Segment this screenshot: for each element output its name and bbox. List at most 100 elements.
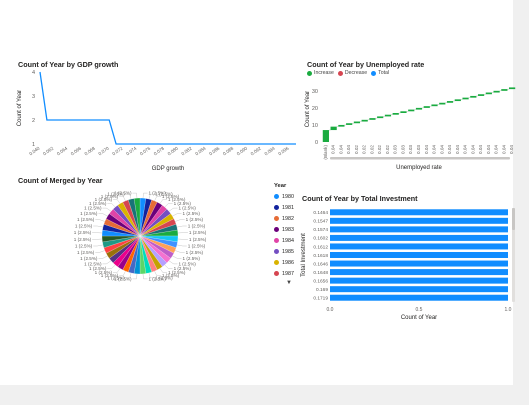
pie-leader-line [176,244,187,247]
invest-bar[interactable] [330,217,508,224]
pie-data-label: 1 (2.5%) [107,275,125,280]
gdp-x-tick-label: 0.070 [97,145,110,156]
pie-leader-line [164,264,173,269]
unemp-bar[interactable] [346,123,353,125]
unemp-bar[interactable] [392,113,399,115]
unemp-x-scrollbar[interactable] [330,157,510,160]
year-legend-item[interactable]: 1980 [274,191,302,202]
gdp-x-tick-label: 0.062 [42,145,55,156]
gdp-x-tick-label: 0.076 [139,145,152,156]
invest-bar[interactable] [330,252,508,258]
unemp-bar[interactable] [423,106,430,108]
unemp-bar[interactable] [353,121,361,124]
invest-scroll-thumb[interactable] [512,208,515,230]
year-legend-label: 1982 [282,215,294,222]
unemp-bar[interactable] [501,89,508,91]
unemp-bar[interactable] [485,92,492,95]
year-legend-label: 1980 [282,193,294,200]
pie-data-label: 1 (2.5%) [114,276,132,281]
unemp-bar[interactable] [439,102,446,105]
pie-leader-line [159,268,167,273]
unemp-chart-title: Count of Year by Unemployed rate [307,60,425,69]
invest-bar[interactable] [330,286,508,293]
legend-label[interactable]: Total [378,70,390,76]
invest-x-tick-label: 1.0 [505,307,512,313]
unemp-bar[interactable] [470,95,477,98]
unemp-bar[interactable] [377,116,384,119]
invest-bar[interactable] [330,209,508,216]
invest-scroll-track[interactable] [512,208,515,302]
merged-by-year-pie-chart[interactable]: 1 (2.5%)1 (2.5%)1 (2.5%)1 (2.5%)1 (2.5%)… [40,184,240,294]
invest-bar[interactable] [330,294,508,301]
legend-marker [274,260,279,265]
year-legend-item[interactable]: 1983 [274,224,302,235]
unemp-bar[interactable] [338,124,345,127]
pie-slice[interactable] [133,197,141,237]
unemp-bar[interactable] [509,87,516,90]
unemp-x-tick-label: 0.04 [331,145,336,154]
unemp-y-axis-label: Count of Year [305,91,311,127]
unemp-y-tick-label: 20 [312,106,318,112]
gdp-x-tick-label: 0.040 [28,145,41,156]
pie-data-label: 1 (2.5%) [89,201,107,206]
unemp-x-tick-label: 0.02 [385,145,390,154]
unemp-bar[interactable] [330,126,337,131]
invest-y-tick-label: 0.1464 [313,210,328,216]
legend-label[interactable]: Decrease [344,70,368,76]
unemp-bar[interactable] [415,107,423,110]
pie-leader-line [154,271,161,276]
legend-scroll-down-icon[interactable]: ▼ [286,280,292,286]
pie-leader-line [95,250,105,253]
year-legend-label: 1984 [282,237,294,244]
legend-marker [307,70,312,76]
year-legend-item[interactable]: 1986 [274,257,302,268]
year-legend-item[interactable]: 1982 [274,213,302,224]
year-legend-item[interactable]: 1987 [274,268,302,279]
invest-y-tick-label: 0.1648 [313,270,328,276]
invest-bar[interactable] [330,277,508,284]
invest-y-axis-label: Total Investment [301,233,307,277]
unemp-x-tick-label: 0.04 [439,145,444,154]
year-legend-item[interactable]: 1984 [274,235,302,246]
invest-bar[interactable] [330,269,508,276]
legend-marker [274,205,279,210]
legend-label[interactable]: Increase [314,70,334,76]
pie-data-label: 1 (2.5%) [95,270,113,275]
invest-bar[interactable] [330,226,508,233]
pie-data-label: 1 (2.5%) [183,256,201,261]
year-legend-item[interactable]: 1985 [274,246,302,257]
year-legend-item[interactable]: 1981 [274,202,302,213]
gdp-x-tick-label: 0.072 [111,145,124,156]
unemp-x-tick-label: 0.04 [455,145,460,154]
pie-leader-line [125,272,132,278]
unemp-bar[interactable] [384,114,392,117]
pie-leader-line [113,199,121,204]
unemp-bar[interactable] [431,104,438,107]
vertical-scrollbar[interactable] [513,0,529,405]
invest-bar[interactable] [330,243,508,250]
invest-bar[interactable] [330,260,508,267]
unemp-bar[interactable] [322,130,329,142]
invest-x-tick-label: 0.5 [416,307,423,313]
unemp-bar[interactable] [477,94,485,96]
unemp-bar[interactable] [400,111,407,113]
gdp-y-tick-label: 4 [32,70,35,76]
invest-y-tick-label: 0.1574 [313,227,328,233]
unemp-bar[interactable] [408,109,415,112]
pie-data-label: 1 (2.5%) [114,191,132,196]
unemp-bar[interactable] [369,118,376,120]
unemp-bar[interactable] [493,90,500,93]
unemp-bar[interactable] [361,119,368,122]
horizontal-scrollbar[interactable] [0,385,513,405]
unemp-bar[interactable] [454,99,461,102]
invest-bar[interactable] [330,234,508,241]
unemp-x-tick-label: 0.02 [354,145,359,154]
total-investment-bar-chart[interactable]: 0.1464 0.1547 0.1574 0.1602 0.1612 0.1618 0.16… [298,202,520,332]
unemp-bar[interactable] [462,97,469,100]
gdp-x-tick-label: 0.094 [264,145,277,156]
unemp-bar[interactable] [446,101,454,103]
gdp-x-tick-label: 0.088 [222,145,235,156]
gdp-series-line[interactable] [39,71,296,145]
